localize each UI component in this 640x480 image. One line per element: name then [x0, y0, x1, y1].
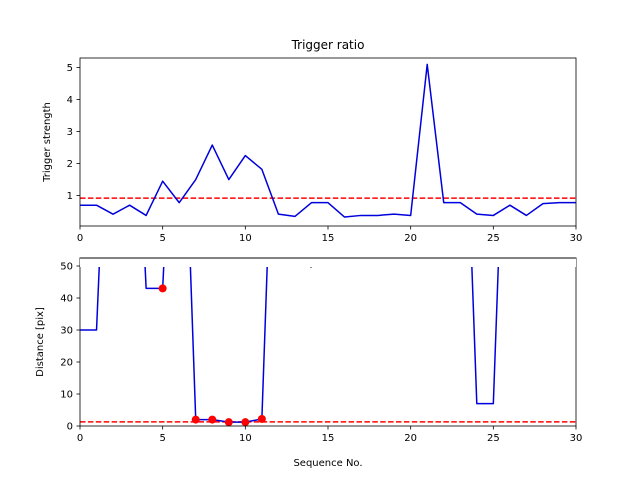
x-tick-label-top-0: 0 — [77, 233, 83, 244]
tick-group-bottom: 0 5 10 15 20 25 30 0 10 20 30 40 50 — [60, 262, 582, 445]
marker-point-2 — [208, 415, 217, 424]
subplot-distance: 0 5 10 15 20 25 30 0 10 20 30 40 50 Distance [pix] S… — [35, 257, 582, 469]
y-tick-label-bot-0: 0 — [67, 422, 73, 433]
y-tick-label-bot-30: 30 — [60, 326, 73, 337]
marker-point-5 — [257, 414, 266, 423]
y-tick-label-top-2: 2 — [67, 159, 73, 170]
y-tick-label-top-5: 5 — [67, 63, 73, 74]
marker-point-1 — [191, 415, 200, 424]
x-tick-label-bot-25: 25 — [487, 433, 500, 444]
series-group-top — [80, 63, 576, 218]
x-tick-label-bot-10: 10 — [239, 433, 252, 444]
x-tick-label-top-30: 30 — [570, 233, 583, 244]
bottom-plot-overlap — [80, 258, 576, 267]
tick-group-top: 0 5 10 15 20 25 30 1 2 3 4 5 — [67, 63, 583, 244]
x-tick-label-top-10: 10 — [239, 233, 252, 244]
x-tick-label-bot-20: 20 — [404, 433, 417, 444]
x-tick-label-top-15: 15 — [322, 233, 335, 244]
subplot-trigger-ratio: 0 5 10 15 20 25 30 1 2 3 4 5 Trigger ratio Trigger … — [42, 38, 582, 244]
y-tick-label-bot-20: 20 — [60, 358, 73, 369]
x-tick-label-top-25: 25 — [487, 233, 500, 244]
marker-group-bottom — [158, 284, 266, 427]
x-tick-label-top-20: 20 — [404, 233, 417, 244]
chart-title: Trigger ratio — [291, 38, 365, 52]
y-tick-label-top-1: 1 — [67, 191, 73, 202]
plot-area-top — [80, 58, 576, 226]
y-axis-label-top: Trigger strength — [42, 102, 53, 183]
x-tick-label-bot-5: 5 — [159, 433, 165, 444]
x-axis-label-bottom: Sequence No. — [293, 458, 362, 469]
y-tick-label-top-3: 3 — [67, 127, 73, 138]
x-tick-label-bot-30: 30 — [570, 433, 583, 444]
axes-frame-top — [79, 57, 577, 227]
x-tick-label-bot-15: 15 — [322, 433, 335, 444]
plot-area-bottom — [80, 258, 576, 426]
marker-point-4 — [241, 418, 250, 427]
marker-point-0 — [158, 284, 167, 293]
y-tick-label-bot-10: 10 — [60, 390, 73, 401]
y-tick-label-bot-40: 40 — [60, 294, 73, 305]
x-tick-label-top-5: 5 — [159, 233, 165, 244]
series-line-top-0 — [80, 63, 576, 218]
x-tick-label-bot-0: 0 — [77, 433, 83, 444]
y-tick-label-bot-50: 50 — [60, 262, 73, 273]
y-axis-label-bottom: Distance [pix] — [35, 307, 46, 377]
marker-point-3 — [224, 418, 233, 427]
y-tick-label-top-4: 4 — [67, 95, 73, 106]
